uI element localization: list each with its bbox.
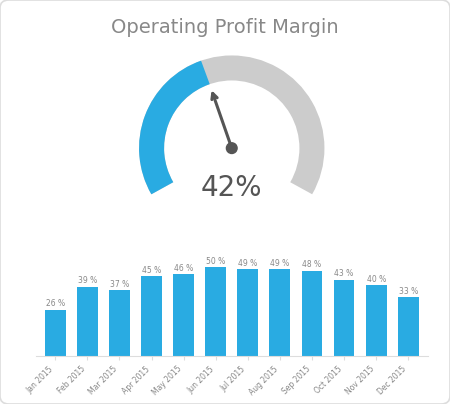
Text: 39 %: 39 % bbox=[78, 276, 97, 285]
Text: 37 %: 37 % bbox=[110, 280, 129, 289]
Text: 48 %: 48 % bbox=[302, 261, 322, 269]
Text: 46 %: 46 % bbox=[174, 264, 193, 273]
Bar bbox=[302, 271, 322, 356]
Bar bbox=[398, 297, 418, 356]
Text: 49 %: 49 % bbox=[238, 259, 257, 268]
Text: Operating Profit Margin: Operating Profit Margin bbox=[111, 18, 339, 37]
Bar bbox=[237, 269, 258, 356]
Bar bbox=[77, 287, 98, 356]
Text: 40 %: 40 % bbox=[367, 275, 386, 284]
Bar bbox=[333, 280, 355, 356]
Text: 43 %: 43 % bbox=[334, 269, 354, 278]
Bar bbox=[45, 310, 66, 356]
Text: 42%: 42% bbox=[201, 174, 262, 202]
Bar bbox=[173, 274, 194, 356]
Text: 50 %: 50 % bbox=[206, 257, 225, 266]
Text: 26 %: 26 % bbox=[46, 299, 65, 308]
Bar bbox=[366, 285, 387, 356]
Text: 33 %: 33 % bbox=[399, 287, 418, 296]
Bar bbox=[270, 269, 290, 356]
Text: 49 %: 49 % bbox=[270, 259, 289, 268]
Circle shape bbox=[226, 143, 237, 154]
Bar bbox=[205, 267, 226, 356]
Bar bbox=[141, 276, 162, 356]
Text: 45 %: 45 % bbox=[142, 266, 161, 275]
Bar bbox=[109, 290, 130, 356]
